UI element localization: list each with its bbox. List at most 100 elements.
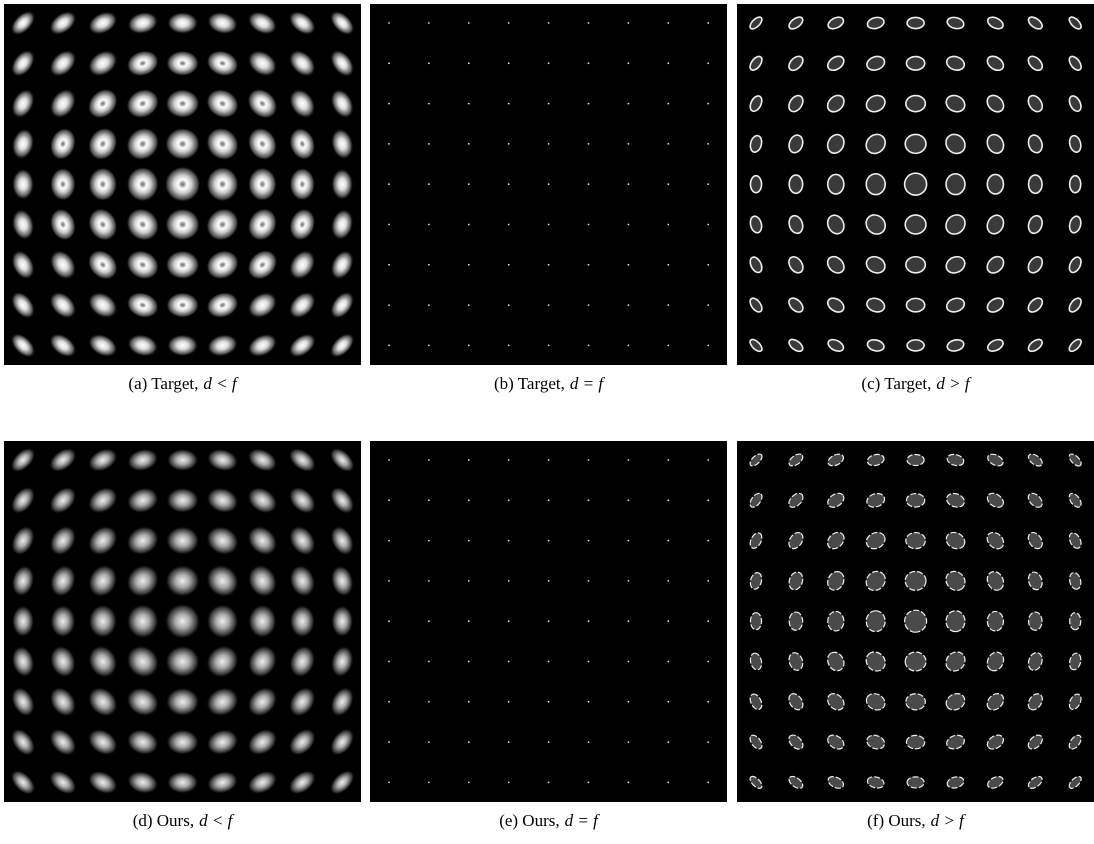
spot <box>127 167 159 202</box>
panel-image <box>737 4 1094 365</box>
point <box>588 540 590 542</box>
point <box>588 782 590 784</box>
ring <box>789 175 802 193</box>
point <box>628 224 630 226</box>
point <box>388 499 390 501</box>
point <box>468 304 470 306</box>
point <box>388 224 390 226</box>
point <box>468 264 470 266</box>
spot <box>166 250 200 279</box>
ring <box>1029 612 1042 630</box>
point <box>588 304 590 306</box>
spot <box>206 604 238 639</box>
point <box>508 143 510 145</box>
point <box>428 345 430 347</box>
point <box>388 345 390 347</box>
point <box>548 701 550 703</box>
point <box>428 62 430 64</box>
point <box>508 264 510 266</box>
point <box>548 62 550 64</box>
ring <box>828 611 844 631</box>
ring <box>905 134 926 153</box>
spot <box>88 167 117 201</box>
point <box>428 782 430 784</box>
point <box>428 540 430 542</box>
point <box>388 183 390 185</box>
page: (a) Target,d < f(b) Target,d = f(c) Targ… <box>0 0 1094 844</box>
point <box>468 620 470 622</box>
point <box>628 62 630 64</box>
caption-math: d < f <box>203 374 238 393</box>
point <box>468 143 470 145</box>
point <box>508 701 510 703</box>
spot <box>166 488 199 514</box>
point <box>707 183 709 185</box>
ring <box>1070 176 1081 193</box>
ring <box>906 494 924 507</box>
spot <box>167 771 199 793</box>
ring <box>866 611 885 632</box>
point <box>667 264 669 266</box>
point <box>508 62 510 64</box>
point <box>628 701 630 703</box>
point <box>428 741 430 743</box>
caption-math: d > f <box>931 811 966 830</box>
point <box>707 103 709 105</box>
panel-image <box>370 4 727 365</box>
caption: (a) Target, d < f <box>128 374 238 393</box>
point <box>548 143 550 145</box>
point <box>667 143 669 145</box>
point <box>588 22 590 24</box>
point <box>508 540 510 542</box>
spot <box>12 605 34 637</box>
spot <box>167 12 199 34</box>
point <box>508 499 510 501</box>
point <box>588 143 590 145</box>
point <box>508 224 510 226</box>
ring <box>828 174 844 194</box>
point <box>548 580 550 582</box>
point <box>428 661 430 663</box>
spot <box>331 605 353 637</box>
point <box>628 264 630 266</box>
point <box>707 264 709 266</box>
point <box>707 661 709 663</box>
point <box>468 183 470 185</box>
point <box>667 701 669 703</box>
point <box>667 499 669 501</box>
ring <box>907 777 924 788</box>
point <box>468 782 470 784</box>
caption-math: d > f <box>936 374 971 393</box>
ring <box>905 215 926 234</box>
point <box>667 459 669 461</box>
point <box>388 304 390 306</box>
ring <box>946 611 965 632</box>
ring <box>905 173 927 195</box>
point <box>508 661 510 663</box>
point <box>707 701 709 703</box>
point <box>667 183 669 185</box>
spot <box>165 128 200 160</box>
spot <box>166 292 199 318</box>
ring <box>750 613 761 630</box>
point <box>588 183 590 185</box>
point <box>548 741 550 743</box>
spot <box>165 208 200 240</box>
point <box>707 143 709 145</box>
point <box>588 499 590 501</box>
caption-label: (a) Target, <box>128 374 198 393</box>
ring <box>946 174 965 195</box>
point <box>388 782 390 784</box>
point <box>548 345 550 347</box>
point <box>428 183 430 185</box>
point <box>508 22 510 24</box>
point <box>588 62 590 64</box>
point <box>388 22 390 24</box>
spot <box>165 645 200 677</box>
spot <box>50 605 76 638</box>
point <box>468 701 470 703</box>
point <box>707 345 709 347</box>
point <box>548 782 550 784</box>
caption-label: (b) Target, <box>494 374 565 393</box>
caption: (b) Target,d = f <box>494 374 605 393</box>
